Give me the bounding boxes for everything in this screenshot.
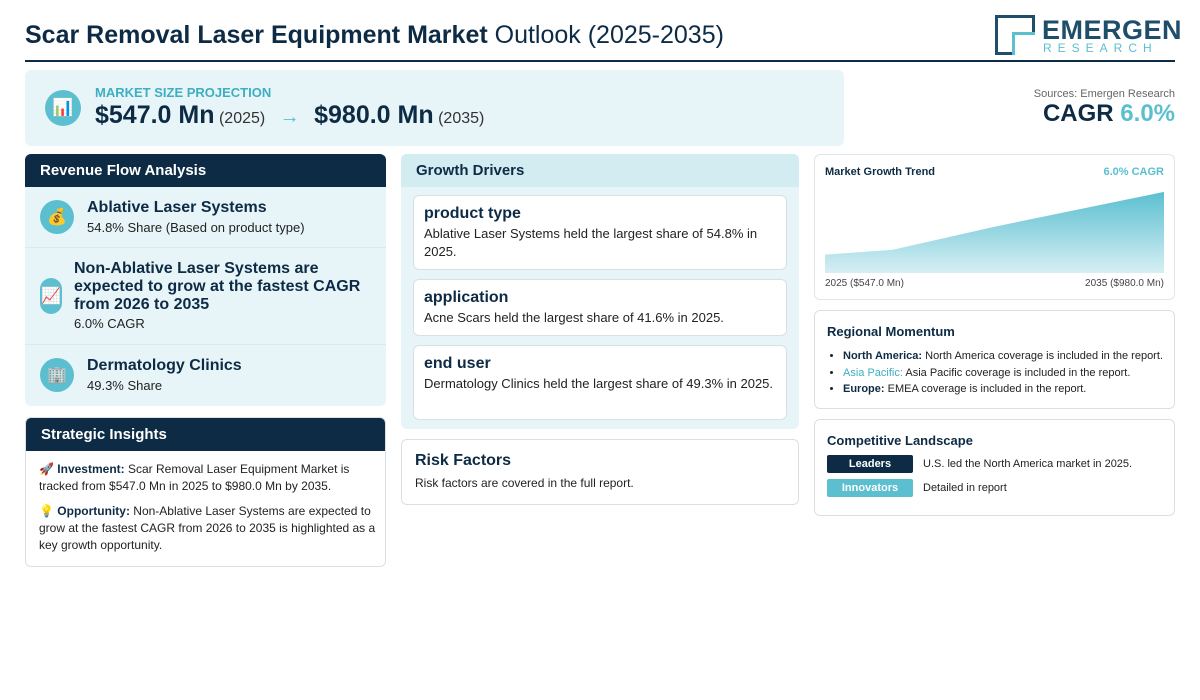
strategic-insights-heading: Strategic Insights <box>26 418 385 451</box>
growth-driver-text: Dermatology Clinics held the largest sha… <box>424 376 774 391</box>
investment-label: Investment: <box>57 462 125 476</box>
region-item: Europe: EMEA coverage is included in the… <box>843 381 1168 398</box>
regional-momentum-panel: Regional Momentum North America: North A… <box>814 310 1175 409</box>
regional-list: North America: North America coverage is… <box>843 348 1168 398</box>
sources-note: Sources: Emergen Research <box>1033 88 1175 100</box>
cagr-value: 6.0% <box>1120 100 1175 127</box>
growth-driver-title: end user <box>424 355 491 372</box>
end-value: $980.0 Mn <box>314 101 434 129</box>
trend-cagr: 6.0% CAGR <box>1103 166 1164 178</box>
revenue-item-title: Non-Ablative Laser Systems are expected … <box>74 260 361 313</box>
leaders-badge: Leaders <box>827 455 913 473</box>
growth-driver-title: application <box>424 289 509 306</box>
risk-factors-text: Risk factors are covered in the full rep… <box>415 476 634 490</box>
revenue-item: 🏢 Dermatology Clinics 49.3% Share <box>25 345 386 406</box>
revenue-item: 💰 Ablative Laser Systems 54.8% Share (Ba… <box>25 187 386 248</box>
trend-up-icon: 📈 <box>40 278 62 314</box>
strategic-insights-panel: Strategic Insights 🚀 Investment: Scar Re… <box>25 417 386 567</box>
projection-values: $547.0 Mn (2025) → $980.0 Mn (2035) <box>95 101 484 130</box>
market-size-projection: 📊 MARKET SIZE PROJECTION $547.0 Mn (2025… <box>25 70 844 146</box>
logo-name: EMERGEN <box>1042 15 1183 45</box>
innovators-text: Detailed in report <box>923 482 1007 494</box>
growth-driver-card: end user Dermatology Clinics held the la… <box>413 345 787 420</box>
page-title-bold: Scar Removal Laser Equipment Market <box>25 21 488 49</box>
growth-driver-card: application Acne Scars held the largest … <box>413 279 787 336</box>
opportunity-label: Opportunity: <box>57 504 130 518</box>
page-title: Scar Removal Laser Equipment Market Outl… <box>25 21 724 50</box>
risk-factors-heading: Risk Factors <box>415 452 512 469</box>
cagr-label: CAGR <box>1042 100 1114 127</box>
bar-chart-icon: 📊 <box>45 90 81 126</box>
revenue-item: 📈 Non-Ablative Laser Systems are expecte… <box>25 248 386 345</box>
revenue-flow-panel: Revenue Flow Analysis 💰 Ablative Laser S… <box>25 154 386 406</box>
region-name: Asia Pacific: <box>843 366 903 379</box>
investment-text: Scar Removal Laser Equipment Market is t… <box>39 462 350 493</box>
growth-driver-text: Acne Scars held the largest share of 41.… <box>424 310 724 325</box>
page-title-rest: Outlook (2025-2035) <box>487 21 724 49</box>
lightbulb-icon: 💡 <box>39 504 54 518</box>
region-name: Europe: <box>843 383 885 395</box>
leaders-text: U.S. led the North America market in 202… <box>923 458 1133 470</box>
revenue-item-title: Dermatology Clinics <box>87 357 242 374</box>
projection-label: MARKET SIZE PROJECTION <box>95 85 272 100</box>
revenue-item-title: Ablative Laser Systems <box>87 199 267 216</box>
growth-drivers-heading: Growth Drivers <box>401 154 799 187</box>
start-year: (2025) <box>218 110 266 127</box>
rocket-icon: 🚀 <box>39 462 54 476</box>
region-name: North America: <box>843 350 923 362</box>
start-value: $547.0 Mn <box>95 101 215 129</box>
regional-heading: Regional Momentum <box>827 324 955 339</box>
market-growth-trend-panel: Market Growth Trend 6.0% CAGR 2025 ($547… <box>814 154 1175 300</box>
region-text: Asia Pacific coverage is included in the… <box>902 366 1131 379</box>
region-item: Asia Pacific: Asia Pacific coverage is i… <box>843 365 1168 382</box>
revenue-item-subtitle: 49.3% Share <box>87 378 163 393</box>
revenue-flow-heading: Revenue Flow Analysis <box>25 154 386 187</box>
trend-area-chart <box>825 191 1164 273</box>
region-text: EMEA coverage is included in the report. <box>884 383 1087 395</box>
building-icon: 🏢 <box>40 358 74 392</box>
growth-driver-title: product type <box>424 205 521 222</box>
risk-factors-panel: Risk Factors Risk factors are covered in… <box>401 439 799 505</box>
trend-heading: Market Growth Trend <box>825 166 936 178</box>
logo-sub: RESEARCH <box>1043 41 1158 55</box>
cagr-summary: CAGR 6.0% <box>1043 100 1175 128</box>
growth-driver-card: product type Ablative Laser Systems held… <box>413 195 787 270</box>
revenue-item-subtitle: 54.8% Share (Based on product type) <box>87 220 305 235</box>
innovators-badge: Innovators <box>827 479 913 497</box>
region-text: North America coverage is included in th… <box>922 350 1163 362</box>
investment-insight: 🚀 Investment: Scar Removal Laser Equipme… <box>39 461 377 495</box>
revenue-item-subtitle: 6.0% CAGR <box>74 316 145 331</box>
emergen-logo: EMERGEN RESEARCH <box>995 14 1182 56</box>
money-bag-icon: 💰 <box>40 200 74 234</box>
opportunity-insight: 💡 Opportunity: Non-Ablative Laser System… <box>39 503 377 554</box>
page-header: Scar Removal Laser Equipment Market Outl… <box>25 14 1182 62</box>
logo-mark-icon <box>995 15 1035 55</box>
opportunity-text: Non-Ablative Laser Systems are expected … <box>39 504 376 552</box>
competitive-heading: Competitive Landscape <box>827 433 973 448</box>
region-item: North America: North America coverage is… <box>843 348 1168 365</box>
competitive-landscape-panel: Competitive Landscape Leaders U.S. led t… <box>814 419 1175 516</box>
end-year: (2035) <box>438 110 485 127</box>
trend-end-label: 2035 ($980.0 Mn) <box>1085 278 1164 289</box>
trend-start-label: 2025 ($547.0 Mn) <box>825 278 904 289</box>
arrow-right-icon: → <box>279 106 300 128</box>
trend-area-series <box>825 191 1164 273</box>
growth-driver-text: Ablative Laser Systems held the largest … <box>424 226 758 259</box>
growth-drivers-panel: Growth Drivers product type Ablative Las… <box>401 154 799 429</box>
